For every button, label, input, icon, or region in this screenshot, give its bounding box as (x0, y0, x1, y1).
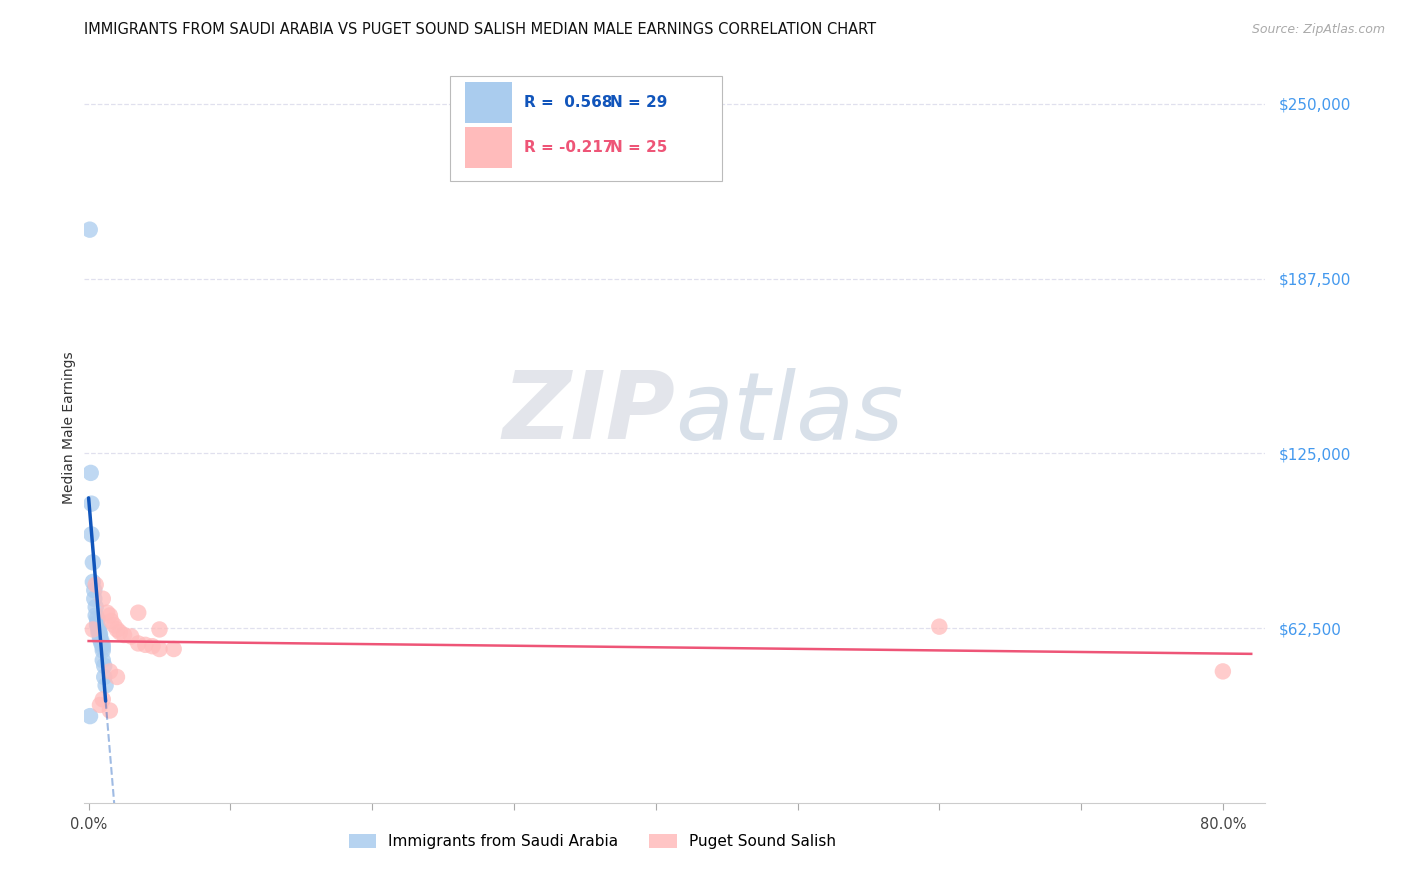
Point (79, 222, 101, 236)
Point (87, 621, 110, 635)
Point (98, 704, 121, 718)
Point (127, 606, 149, 620)
Text: R =  0.568: R = 0.568 (523, 95, 612, 110)
Point (84, 608, 107, 623)
Point (163, 642, 186, 657)
Point (80, 527, 103, 541)
Point (87, 625, 110, 640)
Point (82, 555, 104, 569)
Text: ZIP: ZIP (502, 368, 675, 459)
Text: atlas: atlas (675, 368, 903, 458)
Point (93, 658, 115, 673)
Point (84, 600, 107, 615)
FancyBboxPatch shape (450, 76, 723, 181)
Point (108, 625, 131, 640)
Legend: Immigrants from Saudi Arabia, Puget Sound Salish: Immigrants from Saudi Arabia, Puget Soun… (343, 828, 842, 855)
Point (98, 665, 121, 679)
Point (82, 574, 104, 589)
Point (91, 653, 114, 667)
Point (91, 638, 114, 652)
Point (90, 633, 112, 648)
Point (91, 640, 114, 655)
Point (112, 628, 135, 642)
Point (80, 466, 103, 480)
Point (928, 620, 950, 634)
Point (91, 591, 114, 606)
Point (105, 670, 128, 684)
Point (86, 618, 108, 632)
Text: N = 29: N = 29 (610, 95, 668, 110)
Text: R = -0.217: R = -0.217 (523, 140, 613, 155)
Point (86, 611, 108, 625)
Point (1212, 665, 1234, 679)
Point (141, 639, 163, 653)
FancyBboxPatch shape (464, 82, 512, 123)
Text: Source: ZipAtlas.com: Source: ZipAtlas.com (1251, 23, 1385, 37)
Point (148, 623, 170, 637)
FancyBboxPatch shape (464, 127, 512, 169)
Point (91, 643, 114, 657)
Point (93, 670, 115, 684)
Text: N = 25: N = 25 (610, 140, 668, 155)
Point (79, 709, 101, 723)
Point (89, 632, 111, 647)
Point (103, 618, 125, 632)
Y-axis label: Median Male Earnings: Median Male Earnings (62, 351, 76, 505)
Point (89, 630, 111, 644)
Point (89, 626, 111, 640)
Point (105, 623, 128, 637)
Point (96, 606, 118, 620)
Point (90, 636, 112, 650)
Point (84, 578, 107, 592)
Point (148, 642, 170, 657)
Point (94, 678, 117, 692)
Point (120, 630, 142, 644)
Point (83, 583, 105, 598)
Point (98, 608, 121, 623)
Point (83, 591, 105, 606)
Point (127, 636, 149, 650)
Point (87, 623, 110, 637)
Point (134, 638, 156, 652)
Point (80, 497, 103, 511)
Point (89, 698, 111, 712)
Point (91, 692, 114, 706)
Point (82, 623, 104, 637)
Point (86, 615, 108, 630)
Point (100, 614, 122, 628)
Text: IMMIGRANTS FROM SAUDI ARABIA VS PUGET SOUND SALISH MEDIAN MALE EARNINGS CORRELAT: IMMIGRANTS FROM SAUDI ARABIA VS PUGET SO… (84, 22, 876, 37)
